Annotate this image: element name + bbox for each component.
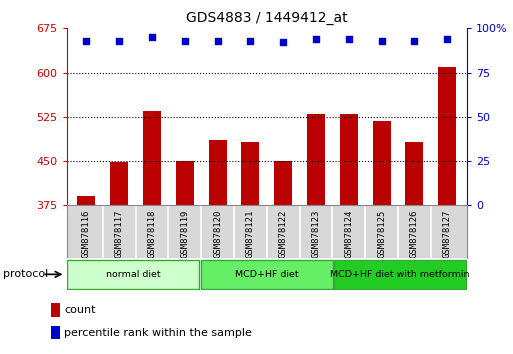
Text: GSM878127: GSM878127 [443, 210, 451, 258]
Text: count: count [65, 305, 96, 315]
Bar [201, 260, 333, 289]
Bar [340, 114, 358, 205]
Bar [51, 303, 61, 317]
Point [213, 38, 222, 44]
Bar [307, 114, 325, 205]
Text: GSM878120: GSM878120 [213, 210, 222, 258]
Text: GSM878123: GSM878123 [311, 210, 321, 258]
Text: GSM878118: GSM878118 [147, 210, 156, 258]
Bar [274, 161, 292, 205]
Point [345, 36, 353, 42]
Text: normal diet: normal diet [106, 270, 161, 279]
Bar [77, 196, 95, 205]
Point [312, 36, 320, 42]
Bar [67, 260, 200, 289]
Text: GSM878117: GSM878117 [115, 210, 124, 258]
Title: GDS4883 / 1449412_at: GDS4883 / 1449412_at [186, 11, 348, 24]
Text: MCD+HF diet: MCD+HF diet [235, 270, 299, 279]
Text: MCD+HF diet with metformin: MCD+HF diet with metformin [330, 270, 470, 279]
Text: protocol: protocol [3, 269, 48, 279]
Bar [51, 326, 61, 339]
Point [246, 38, 254, 44]
Point [443, 36, 451, 42]
Point [115, 38, 123, 44]
Bar [241, 142, 260, 205]
Point [82, 38, 90, 44]
Text: GSM878126: GSM878126 [410, 210, 419, 258]
Text: percentile rank within the sample: percentile rank within the sample [65, 327, 252, 338]
Bar [438, 67, 456, 205]
Text: GSM878121: GSM878121 [246, 210, 255, 258]
Text: GSM878122: GSM878122 [279, 210, 288, 258]
Bar [334, 260, 466, 289]
Bar [209, 141, 227, 205]
Bar [372, 121, 390, 205]
Point [378, 38, 386, 44]
Bar [143, 111, 161, 205]
Text: GSM878119: GSM878119 [180, 210, 189, 258]
Bar [405, 142, 423, 205]
Point [148, 34, 156, 40]
Bar [110, 162, 128, 205]
Point [279, 40, 287, 45]
Text: GSM878116: GSM878116 [82, 210, 91, 258]
Text: GSM878124: GSM878124 [344, 210, 353, 258]
Bar [176, 161, 194, 205]
Point [181, 38, 189, 44]
Point [410, 38, 419, 44]
Text: GSM878125: GSM878125 [377, 210, 386, 258]
